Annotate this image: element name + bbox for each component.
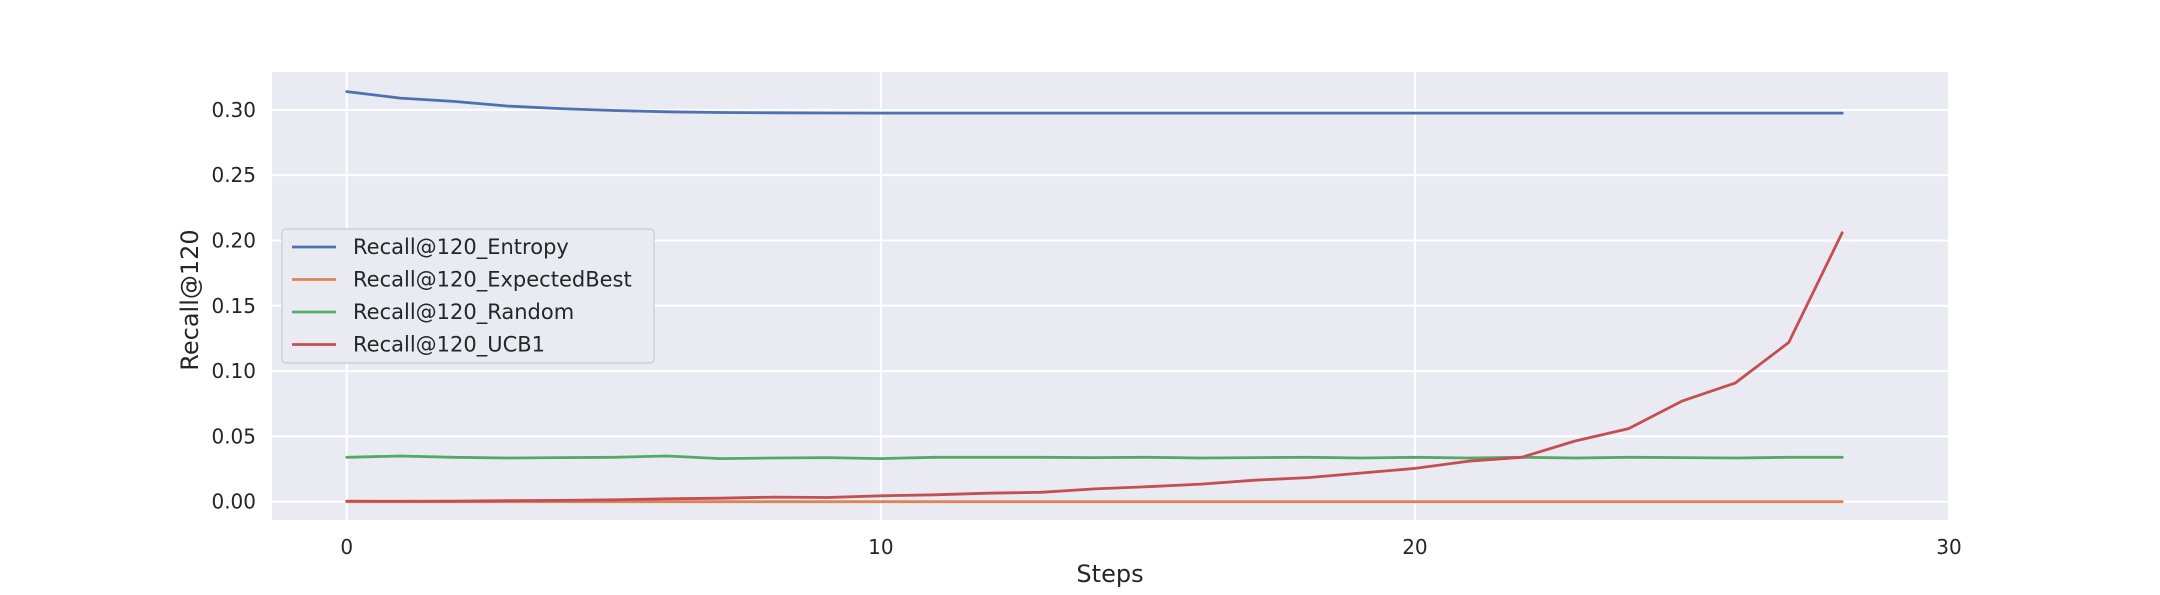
series-line-recall-120-ucb1 [345, 231, 1844, 503]
y-tick-label: 0.15 [211, 294, 256, 318]
x-tick-label: 20 [1402, 535, 1427, 559]
legend-label-recall-120-expectedbest: Recall@120_ExpectedBest [353, 268, 632, 293]
x-tick-label: 10 [868, 535, 893, 559]
y-axis-ticks: 0.00 0.05 0.10 0.15 0.20 0.25 0.30 [211, 98, 256, 514]
y-tick-label: 0.25 [211, 163, 256, 187]
y-tick-label: 0.30 [211, 98, 256, 122]
legend-label-recall-120-random: Recall@120_Random [353, 300, 574, 325]
y-tick-label: 0.20 [211, 228, 256, 252]
series-line-recall-120-entropy [345, 90, 1844, 115]
y-tick-label: 0.05 [211, 424, 256, 448]
legend-label-recall-120-ucb1: Recall@120_UCB1 [353, 333, 545, 358]
y-tick-label: 0.10 [211, 359, 256, 383]
y-axis-label: Recall@120 [176, 229, 204, 370]
x-axis-ticks: 0 10 20 30 [340, 535, 1961, 559]
series-lines [345, 90, 1844, 504]
grid [272, 72, 1950, 520]
x-tick-label: 30 [1936, 535, 1961, 559]
legend: Recall@120_Entropy Recall@120_ExpectedBes… [281, 228, 655, 364]
legend-label-recall-120-entropy: Recall@120_Entropy [353, 235, 569, 260]
x-axis-label: Steps [1076, 560, 1143, 588]
x-tick-label: 0 [340, 535, 353, 559]
legend-box [281, 228, 655, 364]
series-line-recall-120-random [345, 454, 1844, 461]
y-tick-label: 0.00 [211, 490, 256, 514]
